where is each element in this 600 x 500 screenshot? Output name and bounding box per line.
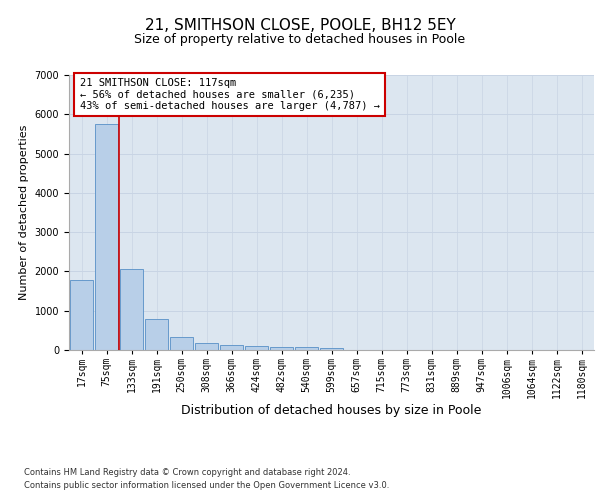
Y-axis label: Number of detached properties: Number of detached properties <box>19 125 29 300</box>
Bar <box>95 124 118 350</box>
Bar <box>145 318 168 350</box>
Bar <box>295 347 318 350</box>
Text: Contains HM Land Registry data © Crown copyright and database right 2024.: Contains HM Land Registry data © Crown c… <box>24 468 350 477</box>
Text: 21 SMITHSON CLOSE: 117sqm
← 56% of detached houses are smaller (6,235)
43% of se: 21 SMITHSON CLOSE: 117sqm ← 56% of detac… <box>79 78 380 111</box>
Bar <box>195 342 218 350</box>
Bar <box>220 346 243 350</box>
Text: Contains public sector information licensed under the Open Government Licence v3: Contains public sector information licen… <box>24 480 389 490</box>
Bar <box>70 280 93 350</box>
Text: 21, SMITHSON CLOSE, POOLE, BH12 5EY: 21, SMITHSON CLOSE, POOLE, BH12 5EY <box>145 18 455 32</box>
X-axis label: Distribution of detached houses by size in Poole: Distribution of detached houses by size … <box>181 404 482 416</box>
Bar <box>245 346 268 350</box>
Bar <box>170 336 193 350</box>
Bar <box>270 346 293 350</box>
Bar <box>320 348 343 350</box>
Bar <box>120 270 143 350</box>
Text: Size of property relative to detached houses in Poole: Size of property relative to detached ho… <box>134 32 466 46</box>
